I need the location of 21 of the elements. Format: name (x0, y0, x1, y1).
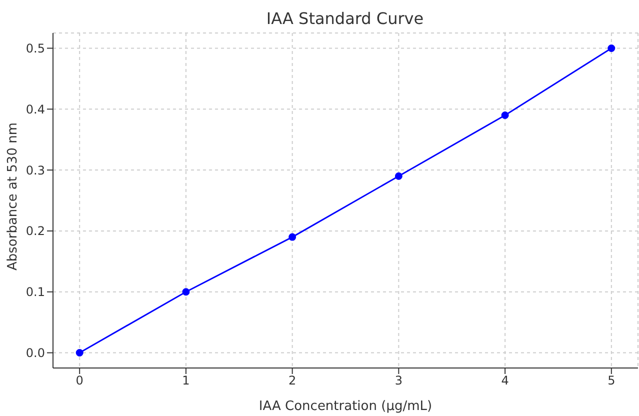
chart-title: IAA Standard Curve (266, 9, 424, 28)
point (288, 233, 296, 241)
y-axis-title: Absorbance at 530 nm (6, 122, 21, 270)
point (501, 111, 509, 119)
y-tick-label: 0.5 (26, 41, 45, 56)
y-tick-label: 0.4 (26, 102, 45, 116)
x-tick-label: 4 (501, 374, 509, 388)
x-tick-label: 0 (76, 374, 84, 388)
point (76, 349, 84, 357)
x-tick-label: 5 (608, 374, 616, 388)
y-tick-label: 0.2 (26, 224, 45, 238)
point (608, 44, 616, 52)
y-tick-label: 0.1 (26, 285, 45, 300)
x-axis-title: IAA Concentration (µg/mL) (258, 399, 432, 414)
y-tick-label: 0.0 (26, 346, 45, 360)
x-tick-label: 1 (182, 374, 190, 388)
y-tick-label: 0.3 (26, 163, 45, 178)
x-tick-label: 2 (288, 374, 296, 388)
point (182, 288, 190, 296)
x-tick-label: 3 (394, 374, 402, 388)
point (394, 172, 402, 180)
